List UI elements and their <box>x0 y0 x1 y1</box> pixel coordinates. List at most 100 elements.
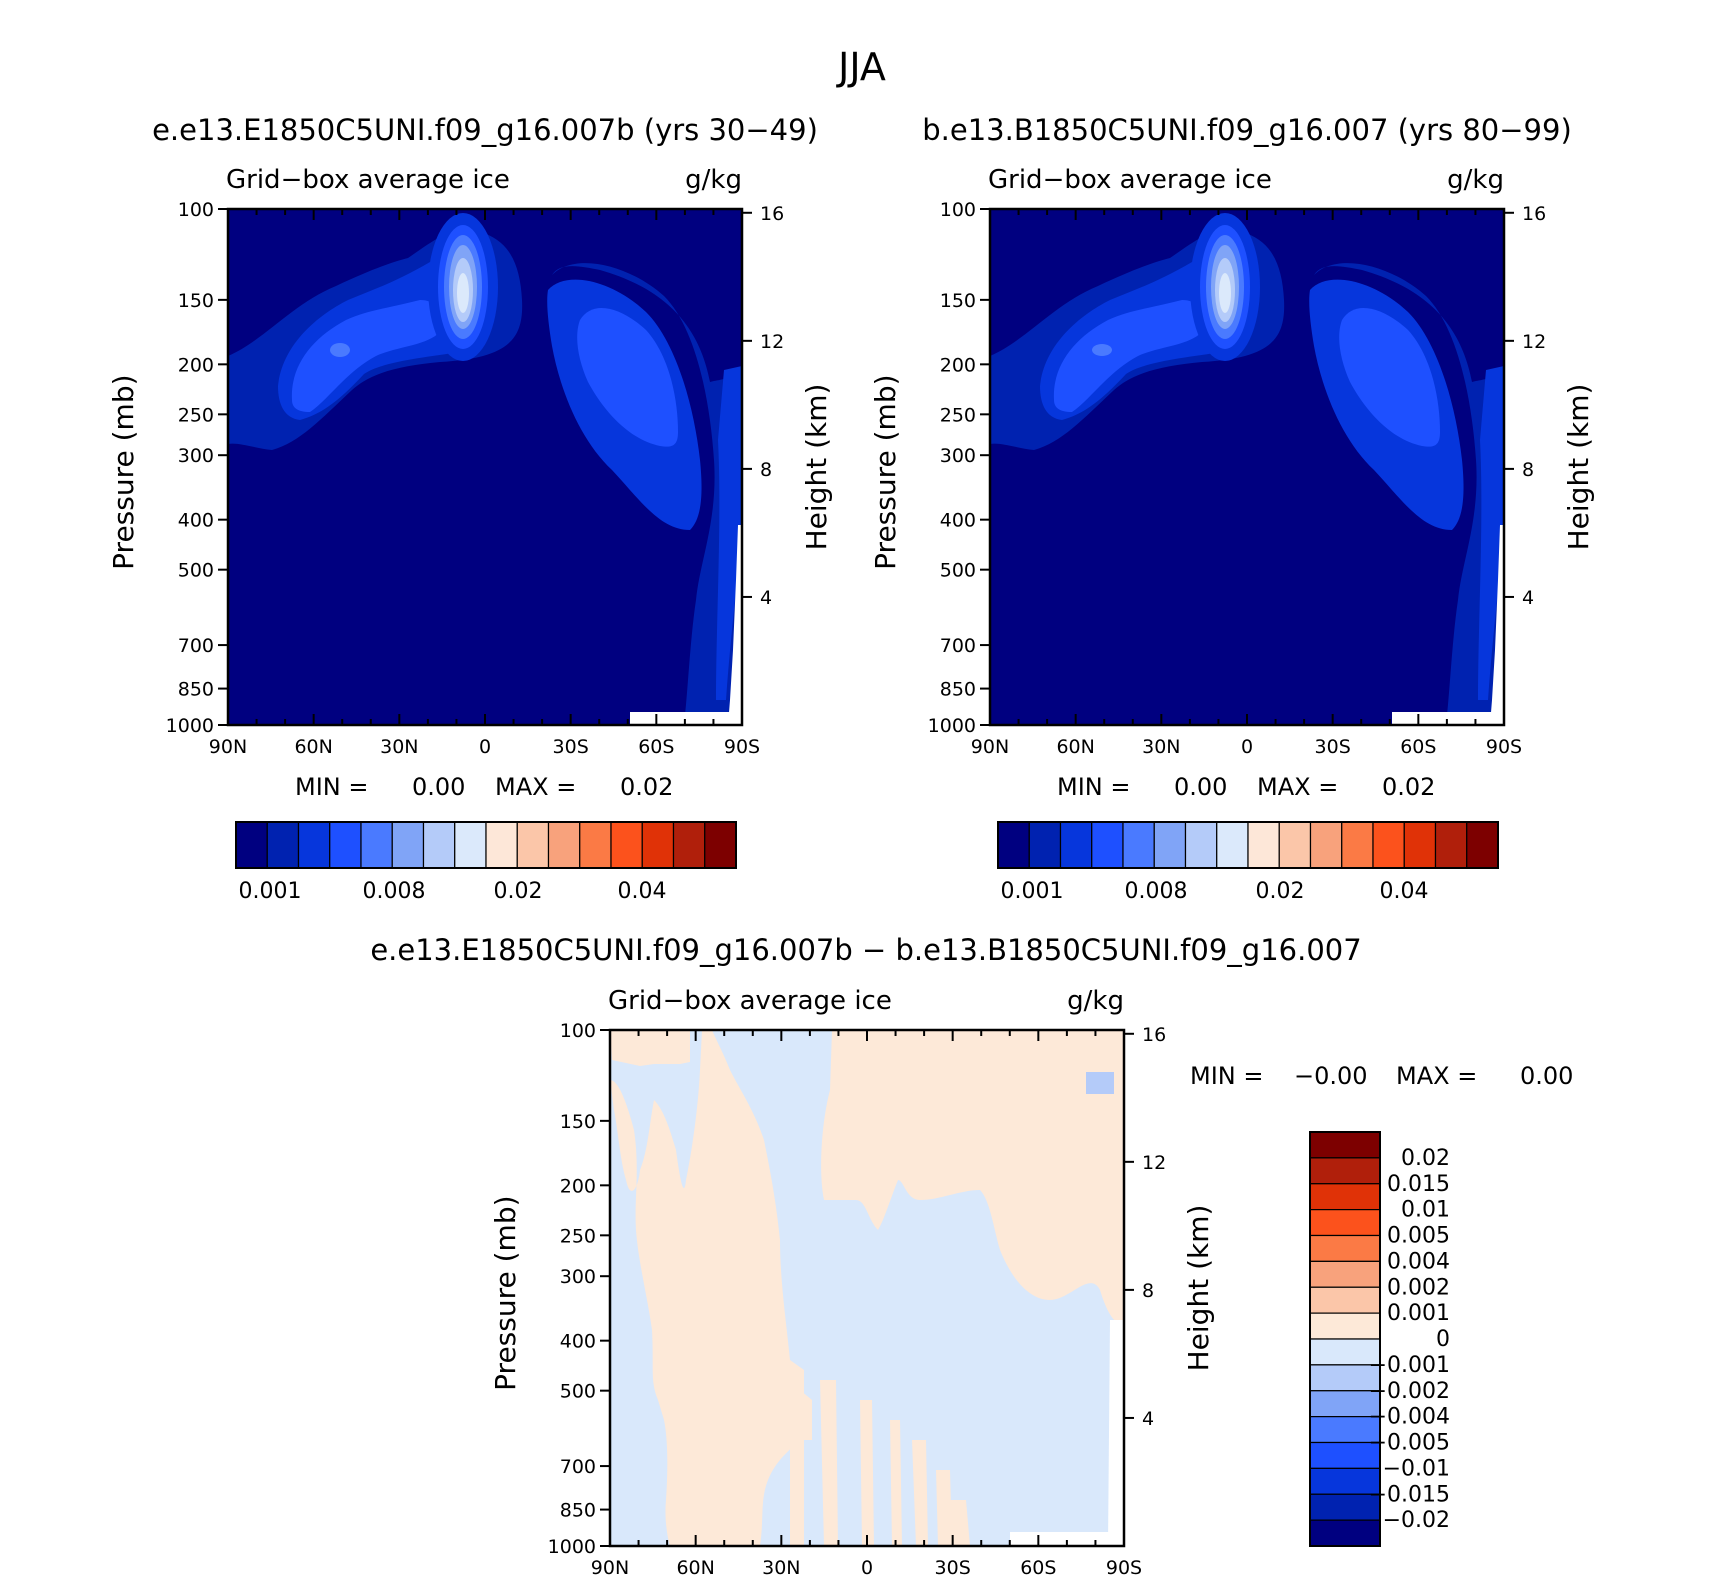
colorbar-swatch <box>422 821 456 869</box>
panel-3-max-value: 0.00 <box>1520 1062 1573 1090</box>
panel-3-units-label: g/kg <box>1067 986 1124 1016</box>
x-tick-label: 0 <box>1241 736 1253 758</box>
y-tick-label: 700 <box>178 635 214 657</box>
x-tick-label: 30N <box>762 1557 800 1579</box>
colorbar-label: 0.02 <box>1401 1146 1450 1171</box>
panel-2-contour-nh-band-core <box>1053 300 1206 412</box>
colorbar-label: 0.004 <box>1387 1249 1450 1274</box>
y-right-tick-label: 16 <box>1522 203 1546 225</box>
colorbar-label: −0.004 <box>1369 1405 1450 1430</box>
panel-3-positive-region-2 <box>610 1030 812 1546</box>
panel-2-colorbar: 0.001 0.008 0.02 0.04 <box>997 821 1499 904</box>
panel-3-negative-speck <box>1086 1072 1114 1094</box>
x-tick-label: 90N <box>971 736 1009 758</box>
colorbar-swatch <box>329 821 362 869</box>
panel-2-missing-pole <box>1490 525 1504 725</box>
colorbar-label: 0.04 <box>618 879 667 904</box>
y-right-tick-label: 4 <box>1142 1408 1154 1430</box>
y-tick-label: 200 <box>940 354 976 376</box>
colorbar-swatch <box>704 821 737 869</box>
x-tick-label: 60N <box>294 736 332 758</box>
panel-2-contour-sh-inner <box>1339 307 1440 447</box>
panel-2-axes: 90N 60N 30N 0 30S 60S 90S 100 150 200 250 300 400 500… <box>869 199 1595 758</box>
y-right-tick-label: 12 <box>1142 1152 1166 1174</box>
colorbar-frame <box>997 821 1499 869</box>
colorbar-label: 0.001 <box>1001 879 1064 904</box>
colorbar-swatch <box>1278 821 1312 869</box>
y-tick-label: 200 <box>178 354 214 376</box>
panel-3-positive-region-3 <box>821 1030 1124 1323</box>
y-right-tick-label: 12 <box>1522 331 1546 353</box>
panel-3-axes: 90N 60N 30N 0 30S 60S 90S 100 150 200 250 300 400 500… <box>489 1020 1215 1579</box>
colorbar-swatch <box>1247 821 1280 869</box>
colorbar-swatch <box>360 821 393 869</box>
colorbar-swatch <box>1059 821 1093 869</box>
y-axis-title: Pressure (mb) <box>107 374 140 569</box>
panel-3-positive-region-4 <box>790 1360 970 1546</box>
x-tick-label: 30S <box>935 1557 971 1579</box>
x-tick-label: 60N <box>676 1557 714 1579</box>
panel-2-title: b.e13.B1850C5UNI.f09_g16.007 (yrs 80−99) <box>922 113 1572 147</box>
y-tick-label: 400 <box>560 1331 596 1353</box>
colorbar-swatch <box>1184 821 1218 869</box>
panel-2-max-value: 0.02 <box>1382 773 1435 801</box>
colorbar-swatch <box>485 821 518 869</box>
y-tick-label: 1000 <box>928 715 976 737</box>
panel-2-plot-area <box>990 209 1504 725</box>
panel-1-max-value: 0.02 <box>620 773 673 801</box>
colorbar-swatch <box>547 821 581 869</box>
y-tick-label: 300 <box>560 1266 596 1288</box>
y-tick-label: 150 <box>560 1111 596 1133</box>
y-tick-label: 500 <box>940 560 976 582</box>
panel-3-variable-label: Grid−box average ice <box>608 986 892 1016</box>
panel-1-min-value: 0.00 <box>412 773 465 801</box>
panel-3-positive-region-1 <box>610 1030 690 1066</box>
colorbar-swatch <box>391 821 425 869</box>
y-tick-label: 400 <box>940 510 976 532</box>
colorbar-swatch <box>1309 1286 1381 1314</box>
colorbar-swatch <box>1309 821 1343 869</box>
colorbar-label: −0.002 <box>1369 1379 1450 1404</box>
colorbar-swatch <box>454 821 487 869</box>
colorbar-label: −0.02 <box>1383 1508 1450 1533</box>
panel-1-units-label: g/kg <box>685 165 742 195</box>
x-tick-label: 30N <box>1142 736 1180 758</box>
x-tick-label: 30N <box>380 736 418 758</box>
figure-title: JJA <box>836 45 886 89</box>
y-axis-title: Pressure (mb) <box>489 1195 522 1390</box>
colorbar-label: 0.002 <box>1387 1275 1450 1300</box>
x-tick-label: 90S <box>1486 736 1522 758</box>
y-axis-title: Pressure (mb) <box>869 374 902 569</box>
panel-3-max-label: MAX = <box>1396 1062 1477 1090</box>
colorbar-label: 0.02 <box>1256 879 1305 904</box>
colorbar-label: −0.005 <box>1369 1431 1450 1456</box>
colorbar-label: −0.015 <box>1369 1482 1450 1507</box>
panel-1-max-label: MAX = <box>495 773 576 801</box>
y-tick-label: 150 <box>178 290 214 312</box>
panel-2-contour-nh-speck <box>1092 344 1112 356</box>
panel-3-title: e.e13.E1850C5UNI.f09_g16.007b − b.e13.B1… <box>370 933 1361 967</box>
panel-1-contour-sh-inner <box>577 307 678 447</box>
colorbar-swatch <box>1309 1234 1381 1262</box>
colorbar-label: 0.008 <box>363 879 426 904</box>
y-tick-label: 850 <box>940 679 976 701</box>
colorbar-swatch <box>1028 821 1062 869</box>
colorbar-swatch <box>1434 821 1468 869</box>
colorbar-swatch <box>1091 821 1124 869</box>
panel-3-missing-top <box>1010 1532 1110 1546</box>
panel-2: b.e13.B1850C5UNI.f09_g16.007 (yrs 80−99)… <box>869 113 1595 904</box>
y-tick-label: 850 <box>560 1500 596 1522</box>
y-tick-label: 500 <box>560 1381 596 1403</box>
x-tick-label: 60S <box>1020 1557 1056 1579</box>
y-tick-label: 300 <box>940 445 976 467</box>
y-right-tick-label: 4 <box>760 587 772 609</box>
y-tick-label: 250 <box>178 404 214 426</box>
colorbar-label: −0.001 <box>1369 1353 1450 1378</box>
x-tick-label: 60S <box>1400 736 1436 758</box>
y-tick-label: 150 <box>940 290 976 312</box>
colorbar-label: 0.015 <box>1387 1172 1450 1197</box>
panel-1-contour-south-pole <box>716 366 742 700</box>
y-right-tick-label: 8 <box>1142 1280 1154 1302</box>
panel-2-min-label: MIN = <box>1057 773 1130 801</box>
